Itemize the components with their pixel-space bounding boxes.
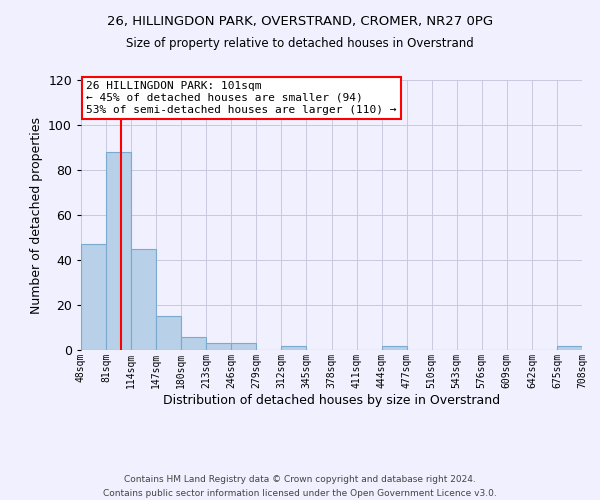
Bar bbox=[232, 344, 256, 350]
Bar bbox=[181, 336, 206, 350]
Bar bbox=[81, 244, 106, 350]
Bar bbox=[131, 249, 156, 350]
X-axis label: Distribution of detached houses by size in Overstrand: Distribution of detached houses by size … bbox=[163, 394, 500, 406]
Text: Contains HM Land Registry data © Crown copyright and database right 2024.
Contai: Contains HM Land Registry data © Crown c… bbox=[103, 476, 497, 498]
Text: Size of property relative to detached houses in Overstrand: Size of property relative to detached ho… bbox=[126, 38, 474, 51]
Text: 26 HILLINGDON PARK: 101sqm
← 45% of detached houses are smaller (94)
53% of semi: 26 HILLINGDON PARK: 101sqm ← 45% of deta… bbox=[86, 82, 397, 114]
Bar bbox=[382, 346, 407, 350]
Bar bbox=[106, 152, 131, 350]
Bar bbox=[557, 346, 582, 350]
Y-axis label: Number of detached properties: Number of detached properties bbox=[29, 116, 43, 314]
Bar bbox=[206, 344, 232, 350]
Text: 26, HILLINGDON PARK, OVERSTRAND, CROMER, NR27 0PG: 26, HILLINGDON PARK, OVERSTRAND, CROMER,… bbox=[107, 15, 493, 28]
Bar bbox=[156, 316, 181, 350]
Bar bbox=[281, 346, 307, 350]
